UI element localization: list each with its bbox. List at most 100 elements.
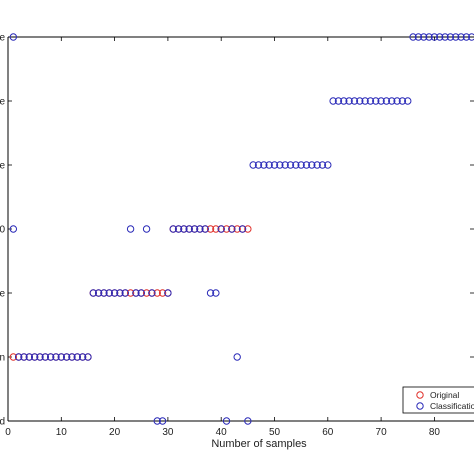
classification-point [372, 97, 380, 105]
classification-point [14, 353, 23, 361]
y-tick-label: 0 [0, 225, 5, 236]
classification-point [190, 225, 199, 233]
classification-point [185, 225, 193, 233]
classification-point [270, 161, 279, 169]
classification-point [446, 33, 455, 41]
classification-point [73, 353, 81, 361]
classification-point [420, 33, 428, 41]
classification-point [468, 33, 474, 41]
x-axis-ticks: 0 10 20 30 40 50 60 70 80 [5, 37, 440, 438]
classification-point [308, 161, 316, 169]
classification-point [212, 289, 220, 297]
legend-marker-classification [416, 402, 424, 410]
classification-point [68, 353, 76, 361]
classification-point [180, 225, 188, 233]
classification-point [249, 161, 257, 169]
classification-point [436, 33, 444, 41]
classification-point [153, 417, 161, 425]
classification-point [286, 161, 295, 169]
classification-point [137, 289, 145, 297]
y-tick-label: n [0, 353, 5, 364]
classification-point [228, 225, 236, 233]
classification-point [345, 97, 353, 105]
y-tick-label: e [0, 33, 5, 44]
classification-point [100, 289, 108, 297]
classification-point [206, 289, 215, 297]
classification-point [457, 33, 465, 41]
classification-point [388, 97, 396, 105]
data-markers [9, 33, 474, 425]
classification-point [313, 161, 321, 169]
classification-point [393, 97, 401, 105]
classification-point [366, 97, 375, 105]
original-point [233, 225, 241, 233]
original-point [222, 225, 231, 233]
x-tick-label: 60 [322, 427, 334, 438]
y-tick-label: e [0, 161, 5, 172]
classification-point [201, 225, 209, 233]
classification-point [46, 353, 55, 361]
y-tick-label: e [0, 289, 5, 300]
classification-point [78, 353, 87, 361]
x-tick-label: 10 [56, 427, 68, 438]
classification-point [116, 289, 124, 297]
x-axis-title: Number of samples [211, 438, 307, 450]
classification-point [254, 161, 263, 169]
classification-point [110, 289, 119, 297]
original-point [206, 225, 215, 233]
classification-point [414, 33, 423, 41]
classification-point [30, 353, 39, 361]
classification-point [84, 353, 92, 361]
classification-point [148, 289, 156, 297]
original-point [212, 225, 220, 233]
x-tick-label: 80 [429, 427, 441, 438]
classification-point [292, 161, 300, 169]
x-tick-label: 70 [376, 427, 388, 438]
classification-point [302, 161, 311, 169]
classification-point [41, 353, 50, 361]
classification-point [340, 97, 348, 105]
classification-point [20, 353, 28, 361]
classification-point [398, 97, 407, 105]
classification-point [222, 417, 231, 425]
classification-point [361, 97, 369, 105]
classification-point [36, 353, 44, 361]
y-tick-label: d [0, 417, 5, 428]
classification-point [9, 225, 18, 233]
classification-point [244, 417, 252, 425]
classification-point [233, 353, 241, 361]
classification-point [377, 97, 385, 105]
legend-marker-original [416, 391, 424, 399]
original-point [9, 353, 18, 361]
legend-label-original: Original [430, 390, 459, 400]
classification-point [382, 97, 391, 105]
classification-point [425, 33, 433, 41]
classification-point [9, 33, 18, 41]
classification-point [404, 97, 412, 105]
x-tick-label: 50 [269, 427, 281, 438]
classification-point [25, 353, 34, 361]
classification-point [281, 161, 289, 169]
x-tick-label: 30 [162, 427, 174, 438]
classification-point [52, 353, 60, 361]
classification-point [260, 161, 268, 169]
classification-point [164, 289, 172, 297]
classification-point [169, 225, 177, 233]
classification-point [297, 161, 305, 169]
classification-point [105, 289, 113, 297]
classification-point [276, 161, 284, 169]
classification-point [238, 225, 247, 233]
classification-point [57, 353, 65, 361]
classification-point [350, 97, 359, 105]
classification-point [132, 289, 140, 297]
legend-box [402, 386, 474, 414]
classification-point [324, 161, 332, 169]
x-tick-label: 40 [216, 427, 228, 438]
legend: Original Classificatio [402, 386, 474, 414]
classification-point [409, 33, 417, 41]
classification-point [174, 225, 183, 233]
classification-point [121, 289, 129, 297]
x-tick-label: 0 [5, 427, 11, 438]
